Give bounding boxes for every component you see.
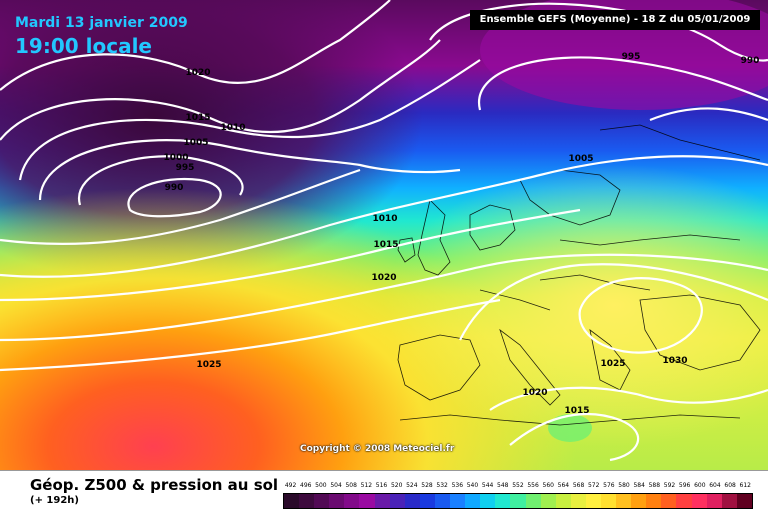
scale-label: 524	[406, 482, 418, 489]
scale-label: 612	[739, 482, 751, 489]
scale-swatch	[344, 494, 360, 508]
isobar-label: 1010	[220, 123, 246, 133]
scale-label: 544	[481, 482, 494, 489]
color-scale-labels: 492 496 500 504 508 512 516 520 524 528 532 536 540 5…	[283, 481, 753, 491]
scale-swatch	[510, 494, 526, 508]
scale-label: 600	[694, 482, 706, 489]
isobar-label: 1005	[568, 154, 594, 164]
run-info-banner: Ensemble GEFS (Moyenne) - 18 Z du 05/01/…	[470, 10, 760, 30]
isobar-label: 1000	[163, 153, 189, 163]
scale-label: 548	[497, 482, 509, 489]
isobar-label: 990	[740, 56, 760, 66]
isobar-label: 1025	[600, 359, 626, 369]
isobar-label: 1015	[373, 240, 399, 250]
scale-swatch	[721, 494, 737, 508]
legend-footer: Géop. Z500 & pression au sol (+ 192h) 49…	[0, 470, 768, 513]
copyright-notice: Copyright © 2008 Meteociel.fr	[300, 444, 455, 454]
isobar-label: 995	[175, 163, 195, 173]
geopotential-field	[0, 0, 768, 470]
scale-label: 572	[587, 482, 600, 489]
scale-swatch	[450, 494, 466, 508]
scale-label: 536	[451, 482, 464, 489]
isobar-label: 995	[621, 52, 641, 62]
scale-swatch	[465, 494, 481, 508]
isobar-label: 1020	[185, 68, 211, 78]
isobar-label: 1030	[662, 356, 688, 366]
scale-label: 492	[284, 482, 297, 489]
isobar-label: 1025	[196, 360, 222, 370]
scale-swatch	[661, 494, 677, 508]
isobars	[0, 0, 768, 460]
scale-swatch	[570, 494, 586, 508]
scale-swatch	[706, 494, 722, 508]
scale-swatch	[374, 494, 390, 508]
scale-label: 540	[466, 482, 479, 489]
scale-label: 532	[436, 482, 448, 489]
scale-swatch	[646, 494, 662, 508]
isobar-label: 990	[164, 183, 184, 193]
scale-label: 588	[648, 482, 661, 489]
scale-swatch	[600, 494, 617, 508]
scale-label: 528	[421, 482, 433, 489]
scale-swatch	[389, 494, 405, 508]
isobar-label: 1010	[372, 214, 398, 224]
scale-swatch	[314, 494, 330, 508]
scale-label: 596	[678, 482, 691, 489]
isobar-label: 1005	[183, 138, 209, 148]
scale-swatch	[736, 494, 752, 508]
scale-label: 516	[375, 482, 388, 489]
scale-label: 604	[709, 482, 721, 489]
scale-label: 520	[390, 482, 403, 489]
scale-label: 496	[300, 482, 312, 489]
scale-label: 576	[603, 482, 615, 489]
legend-subtitle: (+ 192h)	[30, 495, 79, 506]
scale-swatch	[525, 494, 541, 508]
scale-swatch	[434, 494, 451, 508]
scale-swatch	[419, 494, 435, 508]
scale-label: 500	[315, 482, 327, 489]
scale-swatch	[540, 494, 556, 508]
coastlines	[397, 124, 761, 426]
scale-label: 564	[557, 482, 570, 489]
scale-swatch	[359, 494, 375, 508]
scale-swatch	[691, 494, 707, 508]
scale-label: 580	[618, 482, 630, 489]
scale-label: 592	[663, 482, 676, 489]
scale-label: 556	[527, 482, 539, 489]
scale-label: 512	[360, 482, 373, 489]
scale-label: 504	[330, 482, 342, 489]
scale-swatch	[616, 494, 632, 508]
scale-swatch	[480, 494, 496, 508]
legend-title: Géop. Z500 & pression au sol	[30, 476, 279, 494]
scale-swatch	[284, 494, 300, 508]
scale-swatch	[676, 494, 692, 508]
isobar-label: 1000	[591, 23, 617, 33]
isobar-label: 1015	[185, 113, 211, 123]
scale-label: 552	[512, 482, 524, 489]
scale-swatch	[404, 494, 420, 508]
scale-swatch	[299, 494, 315, 508]
scale-label: 568	[572, 482, 585, 489]
isobar-label: 1020	[371, 273, 397, 283]
forecast-date: Mardi 13 janvier 2009	[15, 15, 188, 31]
scale-label: 608	[724, 482, 736, 489]
scale-label: 508	[345, 482, 357, 489]
scale-swatch	[585, 494, 601, 508]
isobar-label: 1015	[564, 406, 590, 416]
scale-swatch	[329, 494, 345, 508]
color-scale-swatches	[283, 493, 753, 509]
forecast-time: 19:00 locale	[15, 34, 152, 58]
scale-label: 584	[633, 482, 645, 489]
weather-map: Mardi 13 janvier 2009 19:00 locale Ensem…	[0, 0, 768, 470]
scale-swatch	[495, 494, 511, 508]
isobar-label: 1020	[522, 388, 548, 398]
color-scale: 492 496 500 504 508 512 516 520 524 528 532 536 540 5…	[283, 481, 753, 511]
scale-swatch	[631, 494, 647, 508]
scale-swatch	[555, 494, 571, 508]
scale-label: 560	[542, 482, 554, 489]
